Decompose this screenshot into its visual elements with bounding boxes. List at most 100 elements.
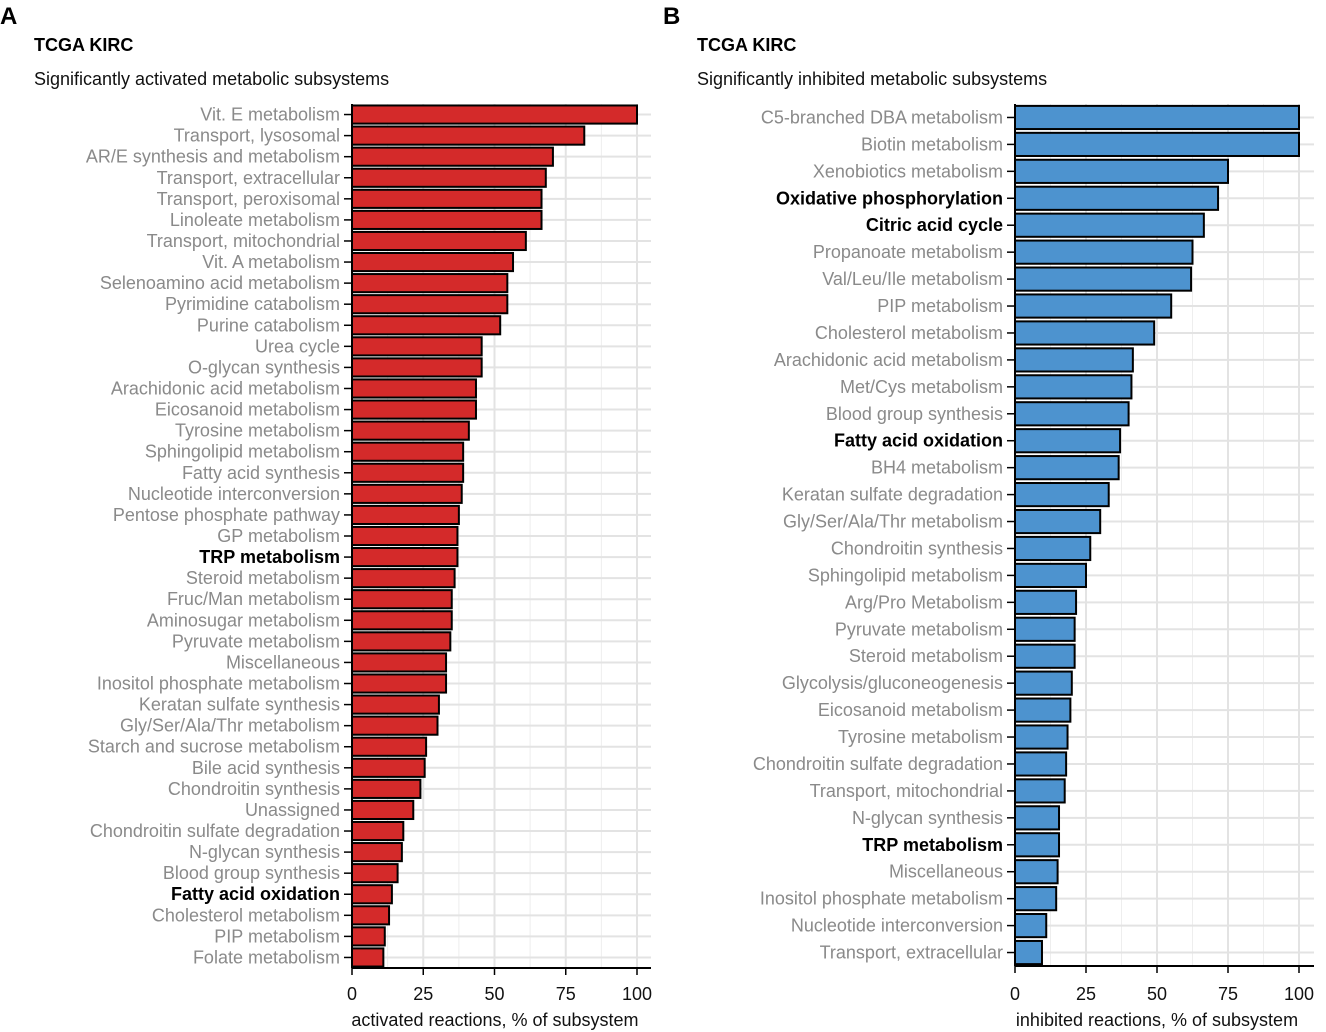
activated-label-n-glycan-synthesis: N-glycan synthesis xyxy=(189,842,340,862)
inhibited-x-tick-label: 50 xyxy=(1147,984,1167,1004)
activated-bar-selenoamino-acid-metabolism xyxy=(351,273,509,294)
activated-label-transport-peroxisomal: Transport, peroxisomal xyxy=(157,189,340,209)
activated-bar-blood-group-synthesis xyxy=(351,863,399,884)
activated-bar-inositol-phosphate-metabolism xyxy=(351,673,448,694)
activated-bar-vit-e-metabolism xyxy=(351,104,638,125)
inhibited-x-tick-label: 25 xyxy=(1076,984,1096,1004)
activated-bar-aminosugar-metabolism xyxy=(351,610,453,631)
inhibited-label-miscellaneous: Miscellaneous xyxy=(889,862,1003,882)
activated-label-folate-metabolism: Folate metabolism xyxy=(193,947,340,967)
activated-label-o-glycan-synthesis: O-glycan synthesis xyxy=(188,357,340,377)
activated-bar-chondroitin-synthesis xyxy=(351,778,422,799)
inhibited-label-pip-metabolism: PIP metabolism xyxy=(877,296,1003,316)
inhibited-bar-n-glycan-synthesis xyxy=(1014,805,1061,831)
activated-bar-linoleate-metabolism xyxy=(351,209,543,230)
inhibited-bar-xenobiotics-metabolism xyxy=(1014,158,1229,184)
activated-label-ar-e-synthesis-and-metabolism: AR/E synthesis and metabolism xyxy=(86,147,340,167)
activated-x-tick-label: 0 xyxy=(347,984,357,1004)
activated-label-miscellaneous: Miscellaneous xyxy=(226,652,340,672)
inhibited-label-inositol-phosphate-metabolism: Inositol phosphate metabolism xyxy=(760,889,1003,909)
inhibited-label-citric-acid-cycle: Citric acid cycle xyxy=(866,215,1003,235)
activated-label-bile-acid-synthesis: Bile acid synthesis xyxy=(192,758,340,778)
activated-x-tick-label: 25 xyxy=(413,984,433,1004)
inhibited-label-nucleotide-interconversion: Nucleotide interconversion xyxy=(791,916,1003,936)
activated-label-eicosanoid-metabolism: Eicosanoid metabolism xyxy=(155,400,340,420)
activated-bar-keratan-sulfate-synthesis xyxy=(351,694,440,715)
inhibited-label-chondroitin-synthesis: Chondroitin synthesis xyxy=(831,538,1003,558)
inhibited-label-val-leu-ile-metabolism: Val/Leu/Ile metabolism xyxy=(822,269,1003,289)
inhibited-label-bh4-metabolism: BH4 metabolism xyxy=(871,458,1003,478)
inhibited-bar-pip-metabolism xyxy=(1014,293,1173,319)
activated-bar-fruc-man-metabolism xyxy=(351,589,453,610)
activated-label-transport-mitochondrial: Transport, mitochondrial xyxy=(147,231,340,251)
activated-label-transport-extracellular: Transport, extracellular xyxy=(157,168,340,188)
inhibited-label-steroid-metabolism: Steroid metabolism xyxy=(849,646,1003,666)
activated-label-pip-metabolism: PIP metabolism xyxy=(214,926,340,946)
activated-label-starch-and-sucrose-metabolism: Starch and sucrose metabolism xyxy=(88,737,340,757)
activated-bar-pentose-phosphate-pathway xyxy=(351,504,460,525)
panel-a-subtitle: Significantly activated metabolic subsys… xyxy=(34,69,389,89)
activated-x-ticks: 0 25 50 75 100 xyxy=(347,968,652,1004)
inhibited-x-tick-label: 100 xyxy=(1284,984,1314,1004)
activated-x-tick-label: 50 xyxy=(484,984,504,1004)
inhibited-label-eicosanoid-metabolism: Eicosanoid metabolism xyxy=(818,700,1003,720)
inhibited-bar-chondroitin-synthesis xyxy=(1014,535,1092,562)
inhibited-bar-arachidonic-acid-metabolism xyxy=(1014,347,1134,373)
inhibited-bars xyxy=(1014,104,1300,966)
inhibited-bar-chondroitin-sulfate-degradation xyxy=(1014,751,1068,777)
activated-bar-purine-catabolism xyxy=(351,315,502,336)
activated-bar-transport-extracellular xyxy=(351,167,547,188)
inhibited-label-propanoate-metabolism: Propanoate metabolism xyxy=(813,242,1003,262)
inhibited-label-trp-metabolism: TRP metabolism xyxy=(862,835,1003,855)
inhibited-label-biotin-metabolism: Biotin metabolism xyxy=(861,134,1003,154)
panel-b-x-axis-label: inhibited reactions, % of subsystem xyxy=(1016,1010,1298,1030)
activated-bar-gly-ser-ala-thr-metabolism xyxy=(351,715,439,736)
activated-bar-vit-a-metabolism xyxy=(351,251,515,273)
activated-bar-tyrosine-metabolism xyxy=(351,420,470,441)
activated-bar-transport-mitochondrial xyxy=(351,230,527,252)
activated-bar-cholesterol-metabolism xyxy=(351,905,391,926)
inhibited-label-met-cys-metabolism: Met/Cys metabolism xyxy=(840,377,1003,397)
activated-label-inositol-phosphate-metabolism: Inositol phosphate metabolism xyxy=(97,674,340,694)
activated-bar-trp-metabolism xyxy=(351,547,459,568)
inhibited-label-pyruvate-metabolism: Pyruvate metabolism xyxy=(835,619,1003,639)
activated-label-aminosugar-metabolism: Aminosugar metabolism xyxy=(147,610,340,630)
activated-bar-o-glycan-synthesis xyxy=(351,357,483,378)
panel-a-title: TCGA KIRC xyxy=(34,35,133,55)
inhibited-x-ticks: 0 25 50 75 100 xyxy=(1010,966,1314,1004)
activated-bar-bile-acid-synthesis xyxy=(351,757,426,778)
activated-bar-gp-metabolism xyxy=(351,525,459,547)
activated-label-chondroitin-synthesis: Chondroitin synthesis xyxy=(168,779,340,799)
inhibited-label-blood-group-synthesis: Blood group synthesis xyxy=(826,404,1003,424)
activated-bar-pip-metabolism xyxy=(351,926,386,947)
inhibited-x-tick-label: 75 xyxy=(1218,984,1238,1004)
activated-label-chondroitin-sulfate-degradation: Chondroitin sulfate degradation xyxy=(90,821,340,841)
inhibited-label-transport-mitochondrial: Transport, mitochondrial xyxy=(810,781,1003,801)
inhibited-bar-chart: C5-branched DBA metabolism Biotin metabol… xyxy=(753,104,1314,1004)
inhibited-bar-eicosanoid-metabolism xyxy=(1014,697,1072,723)
activated-label-pentose-phosphate-pathway: Pentose phosphate pathway xyxy=(113,505,340,525)
inhibited-category-labels: C5-branched DBA metabolism Biotin metabol… xyxy=(753,107,1015,963)
panel-a-x-axis-label: activated reactions, % of subsystem xyxy=(351,1010,638,1030)
inhibited-bar-val-leu-ile-metabolism xyxy=(1014,266,1193,292)
activated-bar-fatty-acid-synthesis xyxy=(351,462,465,483)
inhibited-bar-arg-pro-metabolism xyxy=(1014,589,1078,615)
activated-bar-starch-and-sucrose-metabolism xyxy=(351,736,428,757)
inhibited-bar-tyrosine-metabolism xyxy=(1014,724,1069,750)
activated-label-cholesterol-metabolism: Cholesterol metabolism xyxy=(152,905,340,925)
inhibited-bar-fatty-acid-oxidation xyxy=(1014,428,1122,454)
activated-bar-steroid-metabolism xyxy=(351,568,456,589)
activated-bar-ar-e-synthesis-and-metabolism xyxy=(351,146,554,167)
inhibited-bar-biotin-metabolism xyxy=(1014,131,1300,157)
inhibited-label-arg-pro-metabolism: Arg/Pro Metabolism xyxy=(845,592,1003,612)
activated-label-fruc-man-metabolism: Fruc/Man metabolism xyxy=(167,589,340,609)
inhibited-label-oxidative-phosphorylation: Oxidative phosphorylation xyxy=(776,188,1003,208)
activated-label-vit-e-metabolism: Vit. E metabolism xyxy=(200,105,340,125)
inhibited-label-chondroitin-sulfate-degradation: Chondroitin sulfate degradation xyxy=(753,754,1003,774)
inhibited-bar-sphingolipid-metabolism xyxy=(1014,562,1087,588)
inhibited-label-gly-ser-ala-thr-metabolism: Gly/Ser/Ala/Thr metabolism xyxy=(783,512,1003,532)
activated-label-nucleotide-interconversion: Nucleotide interconversion xyxy=(128,484,340,504)
activated-bar-nucleotide-interconversion xyxy=(351,483,463,504)
